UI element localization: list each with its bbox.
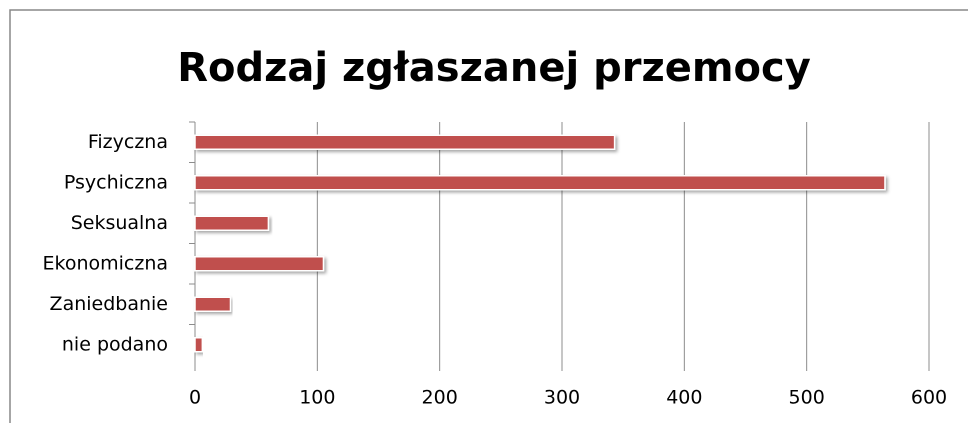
y-tick-label: Fizyczna — [88, 131, 168, 153]
y-tick-label: nie podano — [62, 333, 168, 355]
chart-frame — [9, 9, 968, 423]
x-tick-label: 0 — [189, 387, 201, 409]
bar — [194, 175, 886, 191]
bar — [194, 296, 232, 312]
x-tick-label: 100 — [299, 387, 335, 409]
bar — [194, 337, 204, 353]
y-tick-label: Seksualna — [71, 212, 168, 234]
x-tick-label: 200 — [422, 387, 458, 409]
y-tick-label: Psychiczna — [64, 171, 168, 193]
y-tick-label: Zaniedbanie — [50, 293, 168, 315]
bar — [194, 256, 325, 272]
y-tick-label: Ekonomiczna — [42, 252, 168, 274]
bar — [194, 134, 616, 150]
x-tick-label: 500 — [789, 387, 825, 409]
chart-title: Rodzaj zgłaszanej przemocy — [177, 45, 811, 91]
x-tick-label: 600 — [911, 387, 947, 409]
bar — [194, 215, 270, 231]
x-tick-label: 300 — [544, 387, 580, 409]
x-tick-label: 400 — [666, 387, 702, 409]
